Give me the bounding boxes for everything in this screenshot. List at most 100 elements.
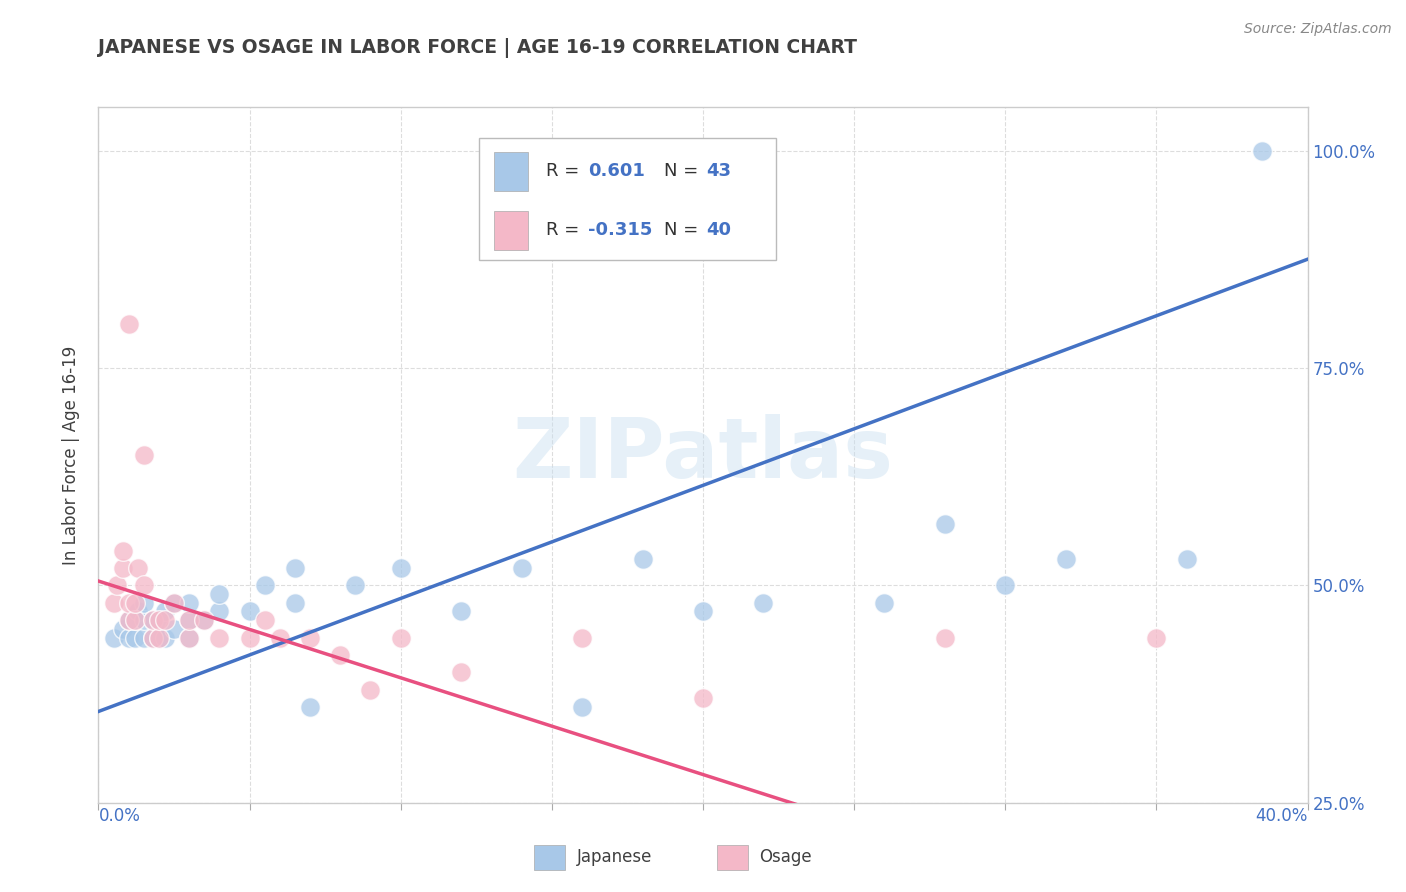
Text: N =: N = bbox=[664, 221, 704, 239]
Point bbox=[571, 700, 593, 714]
Point bbox=[208, 587, 231, 601]
Point bbox=[1054, 839, 1077, 854]
Text: 40: 40 bbox=[707, 221, 731, 239]
Point bbox=[179, 631, 201, 645]
Point bbox=[153, 605, 176, 619]
Text: 40.0%: 40.0% bbox=[1256, 807, 1308, 825]
Point bbox=[118, 613, 141, 627]
Point bbox=[127, 561, 149, 575]
Point bbox=[208, 605, 231, 619]
Text: ZIPatlas: ZIPatlas bbox=[513, 415, 893, 495]
Point bbox=[148, 631, 170, 645]
Point bbox=[344, 578, 367, 592]
Point bbox=[571, 631, 593, 645]
Point bbox=[124, 613, 146, 627]
Bar bbox=[494, 153, 527, 191]
Point bbox=[329, 648, 352, 662]
Point bbox=[1144, 631, 1167, 645]
Point bbox=[179, 631, 201, 645]
Point bbox=[179, 613, 201, 627]
Point bbox=[124, 613, 146, 627]
Point bbox=[510, 839, 533, 854]
Point bbox=[142, 613, 165, 627]
Point bbox=[1251, 144, 1274, 158]
Text: Source: ZipAtlas.com: Source: ZipAtlas.com bbox=[1244, 22, 1392, 37]
Point bbox=[389, 631, 412, 645]
Text: Japanese: Japanese bbox=[576, 848, 652, 866]
Point bbox=[103, 596, 125, 610]
Point bbox=[752, 596, 775, 610]
Point bbox=[118, 631, 141, 645]
Point bbox=[299, 631, 322, 645]
Point bbox=[132, 578, 155, 592]
Point bbox=[163, 596, 186, 610]
Point bbox=[540, 839, 562, 854]
Point bbox=[692, 691, 714, 706]
Point bbox=[193, 613, 215, 627]
Point bbox=[142, 631, 165, 645]
Point bbox=[208, 631, 231, 645]
Point bbox=[1175, 552, 1198, 566]
Text: R =: R = bbox=[546, 221, 585, 239]
Point bbox=[163, 596, 186, 610]
Point bbox=[132, 613, 155, 627]
Point bbox=[752, 839, 775, 854]
Point bbox=[118, 318, 141, 332]
Point bbox=[153, 613, 176, 627]
Point bbox=[148, 613, 170, 627]
Point bbox=[253, 613, 276, 627]
Point bbox=[142, 613, 165, 627]
Point bbox=[111, 543, 134, 558]
Point bbox=[873, 596, 896, 610]
Text: -0.315: -0.315 bbox=[588, 221, 652, 239]
Point bbox=[179, 596, 201, 610]
Point bbox=[132, 448, 155, 462]
Point bbox=[239, 605, 262, 619]
Text: 43: 43 bbox=[707, 162, 731, 180]
Point bbox=[132, 596, 155, 610]
Text: 0.601: 0.601 bbox=[588, 162, 645, 180]
Point bbox=[124, 631, 146, 645]
Point bbox=[163, 622, 186, 636]
Point bbox=[142, 631, 165, 645]
Y-axis label: In Labor Force | Age 16-19: In Labor Force | Age 16-19 bbox=[62, 345, 80, 565]
Point bbox=[118, 596, 141, 610]
Point bbox=[994, 839, 1017, 854]
Point bbox=[1054, 552, 1077, 566]
Bar bbox=[479, 138, 776, 260]
Point bbox=[450, 665, 472, 680]
Point bbox=[127, 605, 149, 619]
Point bbox=[132, 631, 155, 645]
Point bbox=[253, 578, 276, 592]
Point bbox=[239, 631, 262, 645]
Text: N =: N = bbox=[664, 162, 704, 180]
Point bbox=[692, 605, 714, 619]
Text: 0.0%: 0.0% bbox=[98, 807, 141, 825]
Point bbox=[111, 622, 134, 636]
Point bbox=[148, 631, 170, 645]
Point bbox=[934, 517, 956, 532]
Point bbox=[360, 682, 382, 697]
Text: Osage: Osage bbox=[759, 848, 811, 866]
Bar bbox=[494, 211, 527, 250]
Text: R =: R = bbox=[546, 162, 585, 180]
Point bbox=[118, 613, 141, 627]
Point bbox=[299, 700, 322, 714]
Text: JAPANESE VS OSAGE IN LABOR FORCE | AGE 16-19 CORRELATION CHART: JAPANESE VS OSAGE IN LABOR FORCE | AGE 1… bbox=[98, 38, 858, 58]
Point bbox=[111, 561, 134, 575]
Point bbox=[105, 578, 128, 592]
Point bbox=[934, 631, 956, 645]
Point bbox=[631, 552, 654, 566]
Point bbox=[153, 631, 176, 645]
Point bbox=[284, 596, 307, 610]
Point bbox=[389, 561, 412, 575]
Point bbox=[103, 631, 125, 645]
Point bbox=[269, 631, 291, 645]
Point bbox=[510, 561, 533, 575]
Point bbox=[148, 613, 170, 627]
Point bbox=[994, 578, 1017, 592]
Point bbox=[450, 605, 472, 619]
Point bbox=[179, 613, 201, 627]
Point bbox=[124, 596, 146, 610]
Point bbox=[193, 613, 215, 627]
